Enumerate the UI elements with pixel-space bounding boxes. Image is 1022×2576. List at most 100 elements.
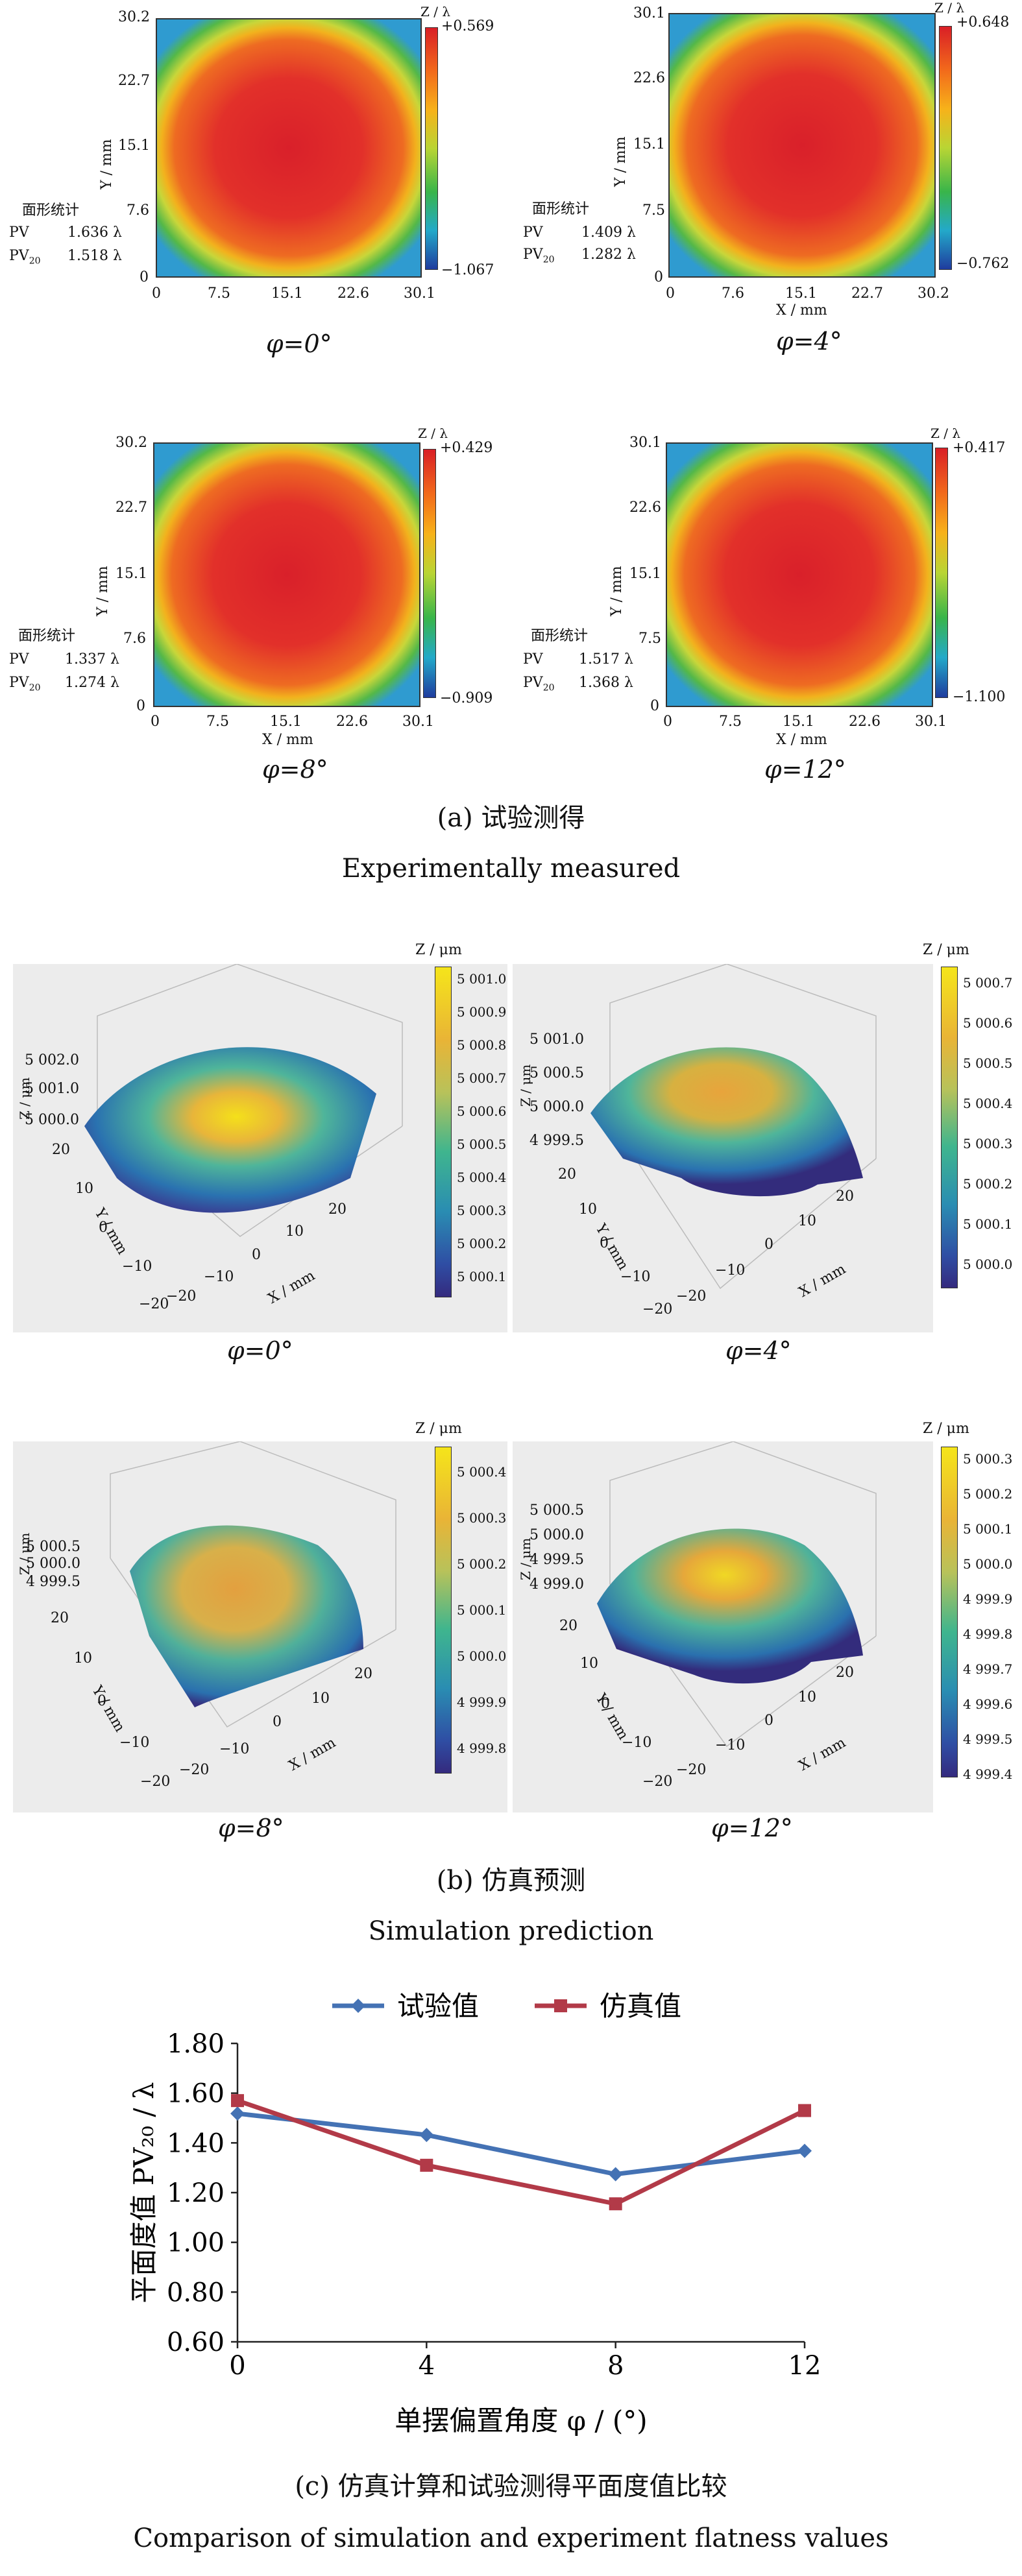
data-point <box>230 2106 245 2121</box>
surface-plot-phi8: 5 000.5 5 000.0 4 999.5 Z / μm 20 10 0 −… <box>13 1441 507 1812</box>
y-tick: −20 <box>642 1774 673 1790</box>
y-tick: 7.5 <box>639 631 661 647</box>
y-tick: −10 <box>122 1258 152 1275</box>
x-tick: 15.1 <box>270 714 302 730</box>
y-tick: 0 <box>601 1696 610 1712</box>
y-tick: 20 <box>559 1618 578 1634</box>
data-point <box>609 2197 622 2211</box>
y-tick: 7.6 <box>127 202 149 219</box>
z-tick: 4 999.5 <box>529 1552 584 1568</box>
x-tick: 22.6 <box>849 714 881 730</box>
phi-label: φ=0° <box>227 1336 293 1365</box>
colorbar-label: Z / λ <box>420 4 451 19</box>
x-tick: 22.6 <box>337 285 369 302</box>
cb-tick: 5 000.2 <box>963 1176 1013 1192</box>
y-tick: −20 <box>642 1301 673 1318</box>
x-tick: 15.1 <box>785 285 817 302</box>
surface-plot-phi4: 5 001.0 5 000.5 5 000.0 4 999.5 Z / μm 2… <box>513 963 933 1332</box>
line-chart: 0.60 0.80 1.00 1.20 1.40 1.60 1.80 0 4 8 12 单摆偏置角度 … <box>128 1990 821 2437</box>
z-axis-label: Z / μm <box>518 1537 533 1580</box>
pv-label: PV <box>523 224 543 241</box>
pv-value: 1.636 λ <box>67 224 122 241</box>
cb-tick: 4 999.6 <box>963 1696 1013 1712</box>
colorbar <box>941 1447 958 1777</box>
data-point <box>419 2128 434 2143</box>
y-tick: 15.1 <box>118 138 150 154</box>
phi-label: φ=0° <box>266 330 332 358</box>
series-line-1 <box>236 2098 806 2206</box>
z-tick: 5 000.5 <box>529 1065 584 1081</box>
legend-marker <box>554 1999 567 2012</box>
colorbar-label: Z / μm <box>923 942 969 958</box>
cb-tick: 5 000.2 <box>963 1486 1013 1502</box>
caption-a-cn: (a) 试验测得 <box>437 803 585 833</box>
colorbar-min: −0.762 <box>956 256 1010 272</box>
x-tick: −20 <box>166 1288 197 1305</box>
x-tick: −20 <box>179 1762 210 1778</box>
data-point <box>798 2104 811 2117</box>
stats-title: 面形统计 <box>18 628 76 644</box>
surface-phi4-svg <box>590 963 877 1290</box>
y-tick: 15.1 <box>633 136 665 152</box>
cb-tick: 5 000.4 <box>457 1170 507 1185</box>
x-tick: 0 <box>151 714 160 730</box>
cb-tick: 5 000.4 <box>457 1464 507 1480</box>
heatmap-phi12 <box>666 442 933 707</box>
x-tick: −10 <box>204 1269 234 1285</box>
legend-label: 试验值 <box>397 1990 479 2022</box>
caption-b-cn: (b) 仿真预测 <box>436 1866 586 1896</box>
data-point <box>231 2094 244 2108</box>
colorbar-max: +0.648 <box>956 14 1010 30</box>
colorbar-ticks: 5 000.7 5 000.6 5 000.5 5 000.4 5 000.3 … <box>963 963 1012 1284</box>
caption-c-en: Comparison of simulation and experiment … <box>133 2523 889 2553</box>
colorbar-max: +0.429 <box>440 440 493 456</box>
y-tick: 30.2 <box>116 435 147 451</box>
pv20-label: PV20 <box>523 675 555 693</box>
y-tick: −10 <box>620 1269 651 1285</box>
colorbar-min: −1.100 <box>953 689 1006 705</box>
y-tick-label: 1.20 <box>167 2178 225 2208</box>
y-tick: 20 <box>51 1610 69 1626</box>
data-point <box>608 2167 623 2182</box>
cb-tick: 5 000.2 <box>457 1236 507 1251</box>
y-tick: 0 <box>654 269 663 285</box>
cb-tick: 5 000.0 <box>963 1257 1013 1272</box>
x-tick: 30.1 <box>915 714 947 730</box>
y-tick: 10 <box>74 1650 92 1667</box>
x-tick: 10 <box>798 1213 816 1229</box>
y-tick: 0 <box>650 698 659 714</box>
z-tick: 5 000.0 <box>26 1556 80 1572</box>
x-tick: 10 <box>286 1223 304 1240</box>
x-tick: 22.7 <box>851 285 883 302</box>
x-tick: −20 <box>676 1288 707 1305</box>
pv20-label: PV20 <box>9 248 41 267</box>
y-tick: −20 <box>139 1296 169 1312</box>
colorbar-min: −0.909 <box>440 690 493 706</box>
y-tick: 30.1 <box>629 435 661 451</box>
cb-tick: 5 000.1 <box>457 1602 507 1618</box>
y-tick: 7.6 <box>123 631 146 647</box>
cb-tick: 5 000.7 <box>457 1070 507 1086</box>
x-axis-label: X / mm <box>776 732 827 748</box>
series-line-0 <box>237 2111 805 2177</box>
x-tick: 20 <box>836 1665 854 1681</box>
x-tick: −10 <box>715 1262 746 1279</box>
cb-tick: 5 000.3 <box>457 1510 507 1526</box>
z-tick: 5 000.5 <box>26 1539 80 1555</box>
colorbar-label: Z / λ <box>931 426 961 441</box>
caption-c-cn: (c) 仿真计算和试验测得平面度值比较 <box>295 2472 727 2501</box>
cb-tick: 4 999.7 <box>963 1661 1013 1677</box>
y-tick: 20 <box>52 1142 70 1158</box>
colorbar-ticks: 5 001.0 5 000.9 5 000.8 5 000.7 5 000.6 … <box>457 963 506 1294</box>
surface-plot-phi12: 5 000.5 5 000.0 4 999.5 4 999.0 Z / μm 2… <box>513 1441 933 1812</box>
z-axis-label: Z / μm <box>17 1532 32 1575</box>
cb-tick: 5 000.4 <box>963 1096 1013 1111</box>
phi-label: φ=12° <box>764 755 846 784</box>
colorbar-label: Z / μm <box>923 1421 969 1437</box>
y-tick: 22.7 <box>116 500 147 516</box>
z-tick: 5 000.0 <box>25 1112 79 1128</box>
caption-a-en: Experimentally measured <box>341 854 681 884</box>
y-tick: −10 <box>119 1735 150 1751</box>
y-tick-label: 1.60 <box>167 2079 225 2109</box>
y-axis-label: Y / mm <box>99 139 115 189</box>
